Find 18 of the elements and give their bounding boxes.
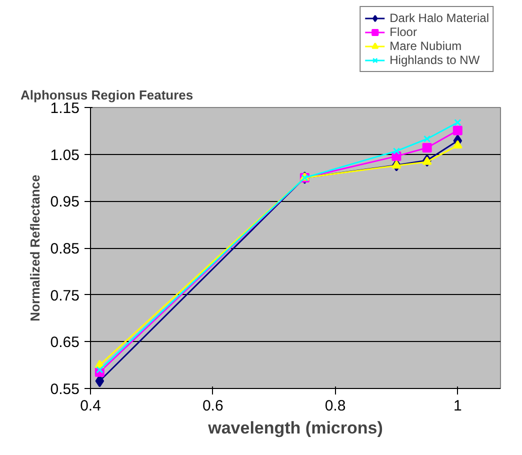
y-tick-label: 0.55	[50, 381, 80, 398]
x-tick-label: 1	[453, 398, 462, 414]
y-axis-title: Normalized Reflectance	[27, 174, 42, 322]
chart-title: Alphonsus Region Features	[20, 88, 194, 102]
legend-label: Dark Halo Material	[390, 11, 489, 25]
y-tick-label: 0.85	[50, 240, 80, 258]
legend-label: Floor	[390, 25, 417, 39]
x-tick-label: 0.6	[202, 398, 224, 414]
legend-label: Highlands to NW	[390, 53, 480, 67]
x-axis-title: wavelength (microns)	[207, 418, 383, 438]
y-tick-label: 1.05	[50, 146, 80, 164]
x-tick-label: 0.4	[80, 398, 101, 414]
y-tick-label: 0.95	[50, 194, 80, 211]
legend-label: Mare Nubium	[390, 39, 462, 53]
x-tick-label: 0.8	[324, 398, 346, 414]
y-tick-label: 0.75	[50, 287, 80, 304]
y-tick-label: 0.65	[50, 334, 80, 352]
y-tick-label: 1.15	[50, 100, 80, 117]
